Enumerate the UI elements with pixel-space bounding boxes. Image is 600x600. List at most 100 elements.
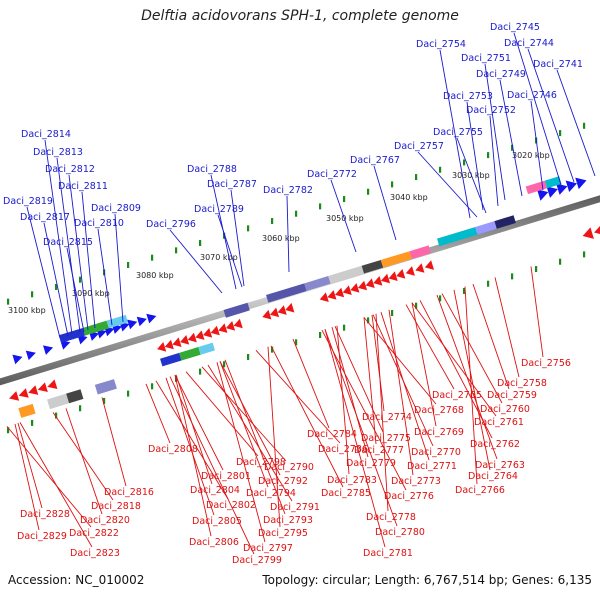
forward-arrow	[146, 313, 157, 324]
lower-leader-line	[174, 374, 224, 471]
upper-leader-line	[556, 69, 596, 177]
gene-block	[409, 245, 431, 259]
upper-leader-line	[43, 222, 69, 337]
upper-leader-line	[169, 229, 223, 294]
ruler-label: 3030 kbp	[452, 171, 490, 180]
track-tick	[439, 166, 442, 173]
upper-leader-line	[489, 115, 499, 207]
lower-leader-line	[14, 423, 40, 531]
gene-block	[304, 276, 331, 291]
reverse-arrow	[415, 263, 425, 273]
lower-gene-label: Daci_2759	[487, 390, 537, 401]
lower-gene-label: Daci_2783	[327, 475, 377, 486]
track-tick	[151, 254, 154, 261]
track-tick	[463, 288, 466, 295]
lower-leader-line	[331, 327, 369, 458]
forward-arrow	[546, 186, 558, 198]
lower-gene-label: Daci_2777	[354, 445, 404, 456]
lower-leader-line	[175, 374, 213, 485]
forward-arrow	[77, 334, 88, 345]
forward-arrow	[43, 345, 54, 355]
lower-leader-line	[453, 289, 491, 471]
upper-leader-line	[530, 100, 544, 191]
upper-gene-label: Daci_2755	[433, 127, 483, 138]
upper-leader-line	[97, 228, 113, 326]
track-tick	[535, 266, 538, 273]
track-tick	[151, 383, 154, 390]
upper-leader-line	[230, 189, 245, 287]
upper-gene-label: Daci_2819	[3, 196, 53, 207]
lower-leader-line	[101, 397, 127, 487]
reverse-arrow	[172, 337, 182, 347]
reverse-arrow	[405, 266, 415, 276]
lower-leader-line	[52, 412, 114, 501]
reverse-arrow	[28, 385, 39, 395]
upper-gene-label: Daci_2811	[58, 181, 108, 192]
track-tick	[367, 317, 370, 324]
position-ruler: 3020 kbp 3030 kbp 3040 kbp 3050 kbp 3060 kbp…	[7, 122, 586, 434]
gene-block	[82, 320, 109, 336]
lower-gene-label: Daci_2790	[264, 462, 314, 473]
track-tick	[463, 159, 466, 166]
reverse-arrow	[269, 307, 280, 318]
reverse-arrow	[342, 285, 352, 295]
lower-leader-line	[388, 309, 414, 476]
forward-arrow	[119, 321, 130, 332]
upper-leader-line	[499, 79, 523, 197]
forward-arrow	[565, 180, 577, 193]
ruler-label: 3100 kbp	[8, 306, 46, 315]
lower-leader-line	[363, 317, 377, 445]
upper-gene-label: Daci_2767	[350, 155, 400, 166]
lower-gene-label: Daci_2756	[521, 358, 571, 369]
lower-leader-line	[380, 312, 430, 461]
reverse-arrow	[195, 330, 205, 340]
upper-gene-label: Daci_2749	[476, 69, 526, 80]
gene-block	[380, 251, 412, 268]
track-tick	[367, 188, 370, 195]
lower-leader-line	[267, 346, 281, 528]
reverse-arrow	[37, 382, 48, 392]
reverse-arrow	[262, 309, 272, 320]
gene-block	[494, 215, 516, 229]
upper-gene-label: Daci_2814	[21, 129, 71, 140]
upper-leader-line	[527, 48, 575, 183]
track-tick	[7, 298, 10, 305]
lower-leader-line	[65, 408, 103, 515]
track-tick	[559, 258, 562, 265]
reverse-arrow	[218, 323, 228, 333]
upper-leader-line	[26, 206, 61, 339]
upper-leader-line	[68, 174, 89, 331]
lower-leader-line	[201, 366, 287, 462]
upper-leader-line	[417, 151, 478, 218]
track-tick	[583, 251, 586, 258]
lower-gene-label: Daci_2806	[189, 537, 239, 548]
gene-block	[94, 379, 117, 395]
upper-gene-label: Daci_2757	[394, 141, 444, 152]
lower-leader-line	[419, 300, 493, 439]
lower-leader-line	[165, 377, 215, 516]
reverse-arrow	[335, 287, 345, 298]
lower-leader-line	[336, 325, 350, 475]
track-tick	[319, 331, 322, 338]
reverse-arrow	[582, 227, 594, 239]
track-tick	[55, 412, 58, 419]
lower-leader-line	[405, 304, 455, 390]
lower-gene-label: Daci_2781	[363, 548, 413, 559]
track-tick	[271, 218, 274, 225]
forward-arrow	[60, 340, 71, 350]
upper-gene-label: Daci_2817	[20, 212, 70, 223]
lower-gene-label: Daci_2761	[474, 417, 524, 428]
reverse-arrow	[319, 292, 329, 302]
reverse-arrow	[373, 276, 383, 286]
lower-leader-line	[17, 422, 43, 509]
lower-gene-label: Daci_2776	[384, 491, 434, 502]
upper-leader-line	[439, 49, 471, 219]
lower-gene-label: Daci_2766	[455, 485, 505, 496]
lower-gene-label: Daci_2780	[375, 527, 425, 538]
lower-leader-line	[436, 294, 498, 460]
track-tick	[415, 302, 418, 309]
track-tick	[79, 405, 82, 412]
track-tick	[415, 174, 418, 181]
